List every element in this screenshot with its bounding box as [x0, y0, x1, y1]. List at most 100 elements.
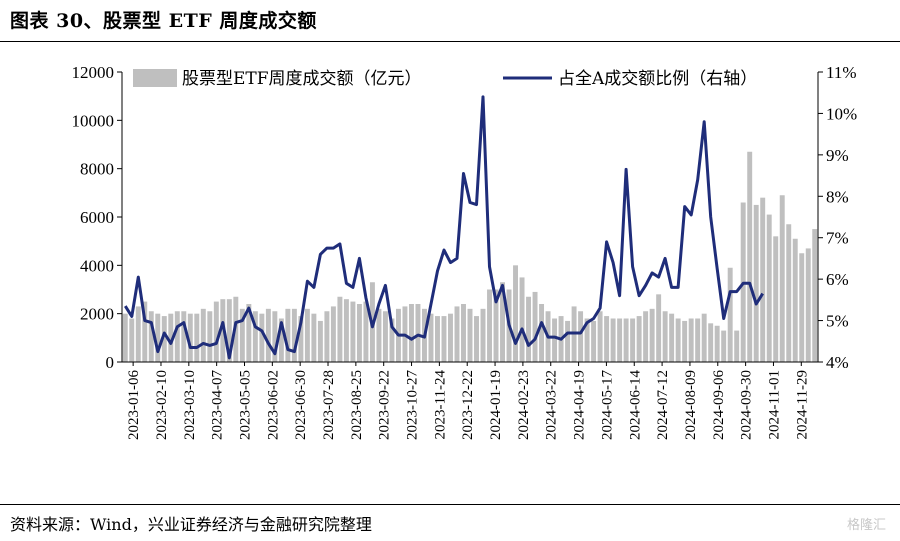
x-tick-label: 2023-11-24 — [432, 370, 448, 440]
x-tick-label: 2023-07-28 — [321, 370, 337, 440]
bar — [194, 313, 200, 362]
bar — [435, 316, 440, 362]
bar — [799, 253, 805, 362]
x-tick-label: 2024-08-09 — [683, 370, 699, 440]
bar — [734, 330, 740, 362]
bar — [812, 229, 818, 362]
bar — [701, 313, 707, 362]
bar — [623, 318, 629, 362]
bar — [311, 313, 317, 362]
source-note: 资料来源：Wind，兴业证券经济与金融研究院整理 — [10, 515, 372, 534]
bar — [695, 318, 701, 362]
bar — [376, 308, 382, 362]
bar — [122, 313, 128, 362]
right-tick-label: 5% — [826, 312, 849, 331]
bar — [532, 291, 538, 362]
left-tick-label: 0 — [106, 353, 115, 372]
bar — [669, 313, 675, 362]
bar — [161, 316, 167, 362]
bar — [604, 316, 610, 362]
x-tick-label: 2024-04-19 — [572, 370, 588, 440]
bar — [343, 299, 349, 362]
bar — [513, 265, 519, 362]
x-tick-label: 2024-09-06 — [711, 370, 727, 440]
bar — [356, 304, 362, 362]
bar — [779, 195, 785, 362]
x-tick-label: 2023-01-06 — [126, 370, 142, 440]
axes: 12000 10000 8000 6000 4000 2000 0 11% 10% 9% 8% 7% 6… — [72, 63, 858, 440]
bar — [636, 316, 642, 362]
x-tick-label: 2023-04-07 — [210, 370, 226, 440]
x-tick-label: 2024-06-14 — [627, 370, 643, 440]
bar — [324, 311, 330, 362]
bar — [500, 282, 505, 362]
right-tick-label: 6% — [826, 270, 849, 289]
bar — [643, 311, 649, 362]
bar-series — [122, 151, 818, 362]
bar — [239, 308, 245, 362]
bar — [389, 318, 395, 362]
right-tick-label: 7% — [826, 229, 849, 248]
bar — [708, 323, 714, 362]
watermark: 格隆汇 — [846, 518, 886, 533]
bar — [526, 296, 532, 362]
bar — [187, 313, 193, 362]
bar — [649, 308, 655, 362]
legend-label-bar: 股票型ETF周度成交额（亿元） — [182, 69, 422, 89]
left-tick-label: 8000 — [80, 160, 114, 179]
bar — [337, 296, 343, 362]
bar — [155, 313, 161, 362]
x-tick-label: 2024-05-17 — [599, 370, 615, 440]
line-series — [124, 95, 764, 360]
bar — [454, 306, 460, 362]
bar — [480, 308, 486, 362]
bar — [135, 306, 141, 362]
bar — [487, 289, 492, 362]
left-tick-label: 10000 — [72, 111, 115, 130]
bar — [714, 325, 720, 362]
bar — [246, 304, 252, 362]
x-tick-label: 2023-06-02 — [265, 370, 281, 440]
bar — [142, 301, 148, 362]
bar — [662, 311, 668, 362]
bar — [461, 304, 466, 362]
bar — [617, 318, 623, 362]
right-tick-label: 10% — [826, 104, 857, 123]
bar — [304, 308, 310, 362]
x-tick-label: 2023-06-30 — [293, 370, 309, 440]
x-tick-label: 2023-12-22 — [460, 370, 476, 440]
chart-title: 图表 30、股票型 ETF 周度成交额 — [10, 10, 317, 32]
bar — [207, 311, 213, 362]
bar — [773, 236, 779, 362]
bar — [148, 311, 154, 362]
legend-label-line: 占全A成交额比例（右轴） — [558, 69, 757, 89]
bar — [363, 301, 369, 362]
bottom-rule — [0, 504, 900, 505]
bar — [792, 238, 798, 362]
left-tick-label: 6000 — [80, 208, 114, 227]
bar — [786, 224, 792, 362]
bar — [493, 289, 499, 362]
legend-swatch-bar — [133, 69, 177, 87]
right-tick-label: 8% — [826, 187, 849, 206]
right-tick-label: 11% — [826, 63, 857, 82]
x-tick-label: 2023-09-22 — [377, 370, 393, 440]
bar — [441, 316, 447, 362]
bar — [610, 318, 616, 362]
x-tick-label: 2023-10-27 — [405, 370, 421, 440]
bar — [129, 318, 135, 362]
bar — [565, 320, 571, 362]
ratio-line — [124, 95, 764, 360]
bar — [675, 318, 681, 362]
bar — [291, 308, 297, 362]
right-tick-label: 4% — [826, 353, 849, 372]
bar — [766, 214, 772, 362]
bar — [727, 267, 733, 362]
bar — [298, 316, 304, 362]
legend: 股票型ETF周度成交额（亿元） 占全A成交额比例（右轴） — [133, 69, 757, 89]
bar — [174, 311, 180, 362]
x-tick-label: 2024-02-23 — [516, 370, 532, 440]
x-tick-label: 2024-11-01 — [766, 370, 782, 439]
bar — [382, 311, 388, 362]
